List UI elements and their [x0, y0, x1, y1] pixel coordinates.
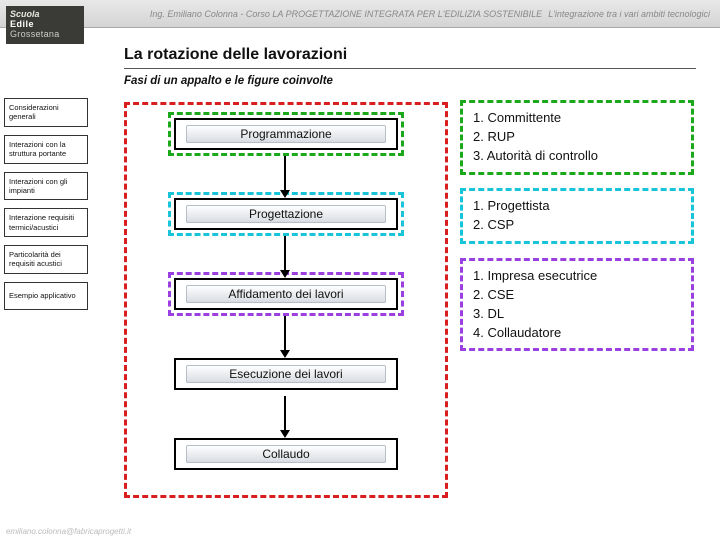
- sidebar: Considerazioni generali Interazioni con …: [4, 98, 88, 310]
- phase-p4: Esecuzione dei lavori: [174, 358, 398, 390]
- page-subtitle: Fasi di un appalto e le figure coinvolte: [124, 75, 696, 87]
- sidebar-item-4[interactable]: Particolarità dei requisiti acustici: [4, 245, 88, 274]
- phase-p2: Progettazione: [174, 198, 398, 230]
- phase-p2-label: Progettazione: [186, 205, 386, 223]
- arrow-p4-p5: [284, 396, 286, 438]
- sidebar-item-0[interactable]: Considerazioni generali: [4, 98, 88, 127]
- sidebar-item-3[interactable]: Interazione requisiti termici/acustici: [4, 208, 88, 237]
- phase-p5: Collaudo: [174, 438, 398, 470]
- title-block: La rotazione delle lavorazioni Fasi di u…: [124, 46, 696, 87]
- figure-group-g3: 1. Impresa esecutrice2. CSE3. DL4. Colla…: [460, 258, 694, 351]
- figure-g1-item-2: 3. Autorità di controllo: [473, 147, 681, 166]
- logo: Scuola Edile Grossetana: [6, 6, 84, 44]
- figure-g3-item-1: 2. CSE: [473, 286, 681, 305]
- figure-g2-item-0: 1. Progettista: [473, 197, 681, 216]
- figure-group-g2: 1. Progettista2. CSP: [460, 188, 694, 244]
- figure-group-g1: 1. Committente2. RUP3. Autorità di contr…: [460, 100, 694, 175]
- sidebar-item-2[interactable]: Interazioni con gli impianti: [4, 172, 88, 201]
- sidebar-item-1[interactable]: Interazioni con la struttura portante: [4, 135, 88, 164]
- figure-g1-item-1: 2. RUP: [473, 128, 681, 147]
- header-course: Ing. Emiliano Colonna - Corso LA PROGETT…: [150, 9, 542, 19]
- figure-g2-item-1: 2. CSP: [473, 216, 681, 235]
- figure-g3-item-3: 4. Collaudatore: [473, 324, 681, 343]
- header-subtitle: L'integrazione tra i vari ambiti tecnolo…: [548, 9, 710, 19]
- page-title: La rotazione delle lavorazioni: [124, 46, 696, 64]
- title-divider: [124, 68, 696, 69]
- arrow-p2-p3: [284, 236, 286, 278]
- footer-email: emiliano.colonna@fabricaprogetti.it: [6, 527, 131, 536]
- phase-p1: Programmazione: [174, 118, 398, 150]
- sidebar-item-5[interactable]: Esempio applicativo: [4, 282, 88, 310]
- arrow-p3-p4: [284, 316, 286, 358]
- phase-p1-label: Programmazione: [186, 125, 386, 143]
- figure-g1-item-0: 1. Committente: [473, 109, 681, 128]
- diagram: Programmazione Progettazione Affidamento d…: [124, 102, 704, 502]
- header-bar: Ing. Emiliano Colonna - Corso LA PROGETT…: [0, 0, 720, 28]
- figure-g3-item-2: 3. DL: [473, 305, 681, 324]
- phase-p3-label: Affidamento dei lavori: [186, 285, 386, 303]
- logo-line3: Grossetana: [10, 30, 80, 40]
- phase-p5-label: Collaudo: [186, 445, 386, 463]
- phase-p4-label: Esecuzione dei lavori: [186, 365, 386, 383]
- figure-g3-item-0: 1. Impresa esecutrice: [473, 267, 681, 286]
- arrow-p1-p2: [284, 156, 286, 198]
- phase-p3: Affidamento dei lavori: [174, 278, 398, 310]
